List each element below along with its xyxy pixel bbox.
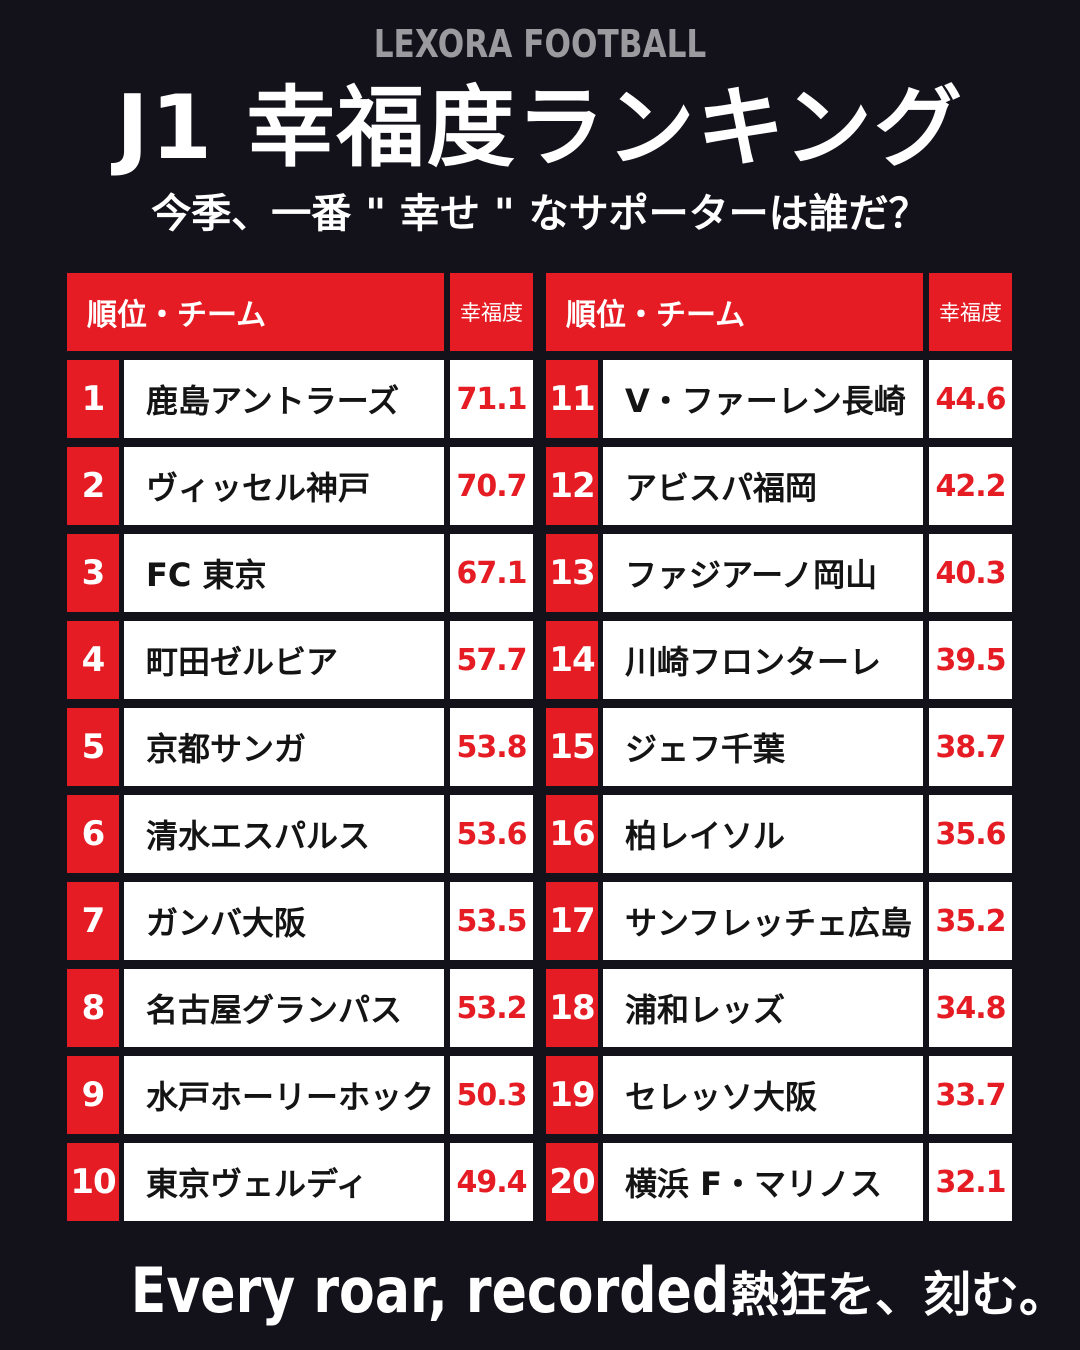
happiness-score: 53.2 [450,969,533,1047]
team-name: 京都サンガ [124,708,444,786]
rank-number: 4 [67,621,119,699]
table-row: 11 V・ファーレン長崎 44.6 [546,360,1012,438]
table-row: 2 ヴィッセル神戸 70.7 [67,447,533,525]
table-row: 17 サンフレッチェ広島 35.2 [546,882,1012,960]
team-name: ガンバ大阪 [124,882,444,960]
happiness-score: 32.1 [929,1143,1012,1221]
team-name: 名古屋グランパス [124,969,444,1047]
team-name: FC 東京 [124,534,444,612]
team-name: 鹿島アントラーズ [124,360,444,438]
footer-tagline: Every roar, recorded. 熱狂を、刻む。 [0,1250,1080,1330]
rank-number: 2 [67,447,119,525]
table-row: 3 FC 東京 67.1 [67,534,533,612]
table-row: 1 鹿島アントラーズ 71.1 [67,360,533,438]
table-row: 13 ファジアーノ岡山 40.3 [546,534,1012,612]
rank-number: 12 [546,447,598,525]
table-row: 9 水戸ホーリーホック 50.3 [67,1056,533,1134]
brand-logo-text: LEXORA FOOTBALL [373,22,707,66]
table-row: 16 柏レイソル 35.6 [546,795,1012,873]
team-name: 川崎フロンターレ [603,621,923,699]
rank-number: 15 [546,708,598,786]
happiness-score: 50.3 [450,1056,533,1134]
happiness-score: 35.2 [929,882,1012,960]
team-name: 町田ゼルビア [124,621,444,699]
table-header: 順位・チーム 幸福度 [546,273,1012,351]
table-row: 8 名古屋グランパス 53.2 [67,969,533,1047]
header-rank-team: 順位・チーム [546,273,923,351]
team-name: アビスパ福岡 [603,447,923,525]
happiness-score: 53.5 [450,882,533,960]
table-row: 6 清水エスパルス 53.6 [67,795,533,873]
footer-japanese: 熱狂を、刻む。 [730,1267,1067,1323]
ranking-rows-right: 11 V・ファーレン長崎 44.6 12 アビスパ福岡 42.2 13 ファジアーノ岡山 40.… [546,360,1012,1221]
happiness-score: 44.6 [929,360,1012,438]
happiness-score: 57.7 [450,621,533,699]
happiness-score: 53.6 [450,795,533,873]
page-title: J1 幸福度ランキング [116,76,964,179]
team-name: 清水エスパルス [124,795,444,873]
team-name: 東京ヴェルディ [124,1143,444,1221]
table-row: 10 東京ヴェルディ 49.4 [67,1143,533,1221]
rank-number: 9 [67,1056,119,1134]
rank-number: 16 [546,795,598,873]
happiness-score: 42.2 [929,447,1012,525]
happiness-score: 35.6 [929,795,1012,873]
ranking-rows-left: 1 鹿島アントラーズ 71.1 2 ヴィッセル神戸 70.7 3 FC 東京 67.1 4 町田ゼル… [67,360,533,1221]
table-row: 20 横浜 F・マリノス 32.1 [546,1143,1012,1221]
rank-number: 1 [67,360,119,438]
ranking-table-left: 順位・チーム 幸福度 1 鹿島アントラーズ 71.1 2 ヴィッセル神戸 70.7 3 FC … [67,273,533,1230]
rank-number: 11 [546,360,598,438]
team-name: サンフレッチェ広島 [603,882,923,960]
rank-number: 10 [67,1143,119,1221]
team-name: ファジアーノ岡山 [603,534,923,612]
team-name: ヴィッセル神戸 [124,447,444,525]
happiness-score: 70.7 [450,447,533,525]
team-name: セレッソ大阪 [603,1056,923,1134]
table-row: 4 町田ゼルビア 57.7 [67,621,533,699]
table-row: 5 京都サンガ 53.8 [67,708,533,786]
happiness-score: 49.4 [450,1143,533,1221]
happiness-score: 34.8 [929,969,1012,1047]
team-name: 横浜 F・マリノス [603,1143,923,1221]
rank-number: 8 [67,969,119,1047]
happiness-score: 53.8 [450,708,533,786]
table-row: 12 アビスパ福岡 42.2 [546,447,1012,525]
happiness-score: 40.3 [929,534,1012,612]
table-row: 7 ガンバ大阪 53.5 [67,882,533,960]
header-rank-team: 順位・チーム [67,273,444,351]
rank-number: 14 [546,621,598,699]
header-happiness: 幸福度 [929,273,1012,351]
rank-number: 7 [67,882,119,960]
header-happiness: 幸福度 [450,273,533,351]
team-name: V・ファーレン長崎 [603,360,923,438]
page-subtitle: 今季、一番 " 幸せ " なサポーターは誰だ？ [151,191,929,237]
footer-english: Every roar, recorded. [130,1253,749,1327]
rank-number: 6 [67,795,119,873]
table-header: 順位・チーム 幸福度 [67,273,533,351]
table-row: 18 浦和レッズ 34.8 [546,969,1012,1047]
rank-number: 17 [546,882,598,960]
happiness-score: 33.7 [929,1056,1012,1134]
rank-number: 19 [546,1056,598,1134]
team-name: 浦和レッズ [603,969,923,1047]
table-row: 19 セレッソ大阪 33.7 [546,1056,1012,1134]
team-name: ジェフ千葉 [603,708,923,786]
happiness-score: 38.7 [929,708,1012,786]
ranking-table-right: 順位・チーム 幸福度 11 V・ファーレン長崎 44.6 12 アビスパ福岡 42.2 13… [546,273,1012,1230]
rank-number: 18 [546,969,598,1047]
happiness-score: 39.5 [929,621,1012,699]
table-row: 15 ジェフ千葉 38.7 [546,708,1012,786]
team-name: 柏レイソル [603,795,923,873]
rank-number: 13 [546,534,598,612]
table-row: 14 川崎フロンターレ 39.5 [546,621,1012,699]
rank-number: 5 [67,708,119,786]
happiness-score: 71.1 [450,360,533,438]
rank-number: 3 [67,534,119,612]
team-name: 水戸ホーリーホック [124,1056,444,1134]
happiness-score: 67.1 [450,534,533,612]
rank-number: 20 [546,1143,598,1221]
